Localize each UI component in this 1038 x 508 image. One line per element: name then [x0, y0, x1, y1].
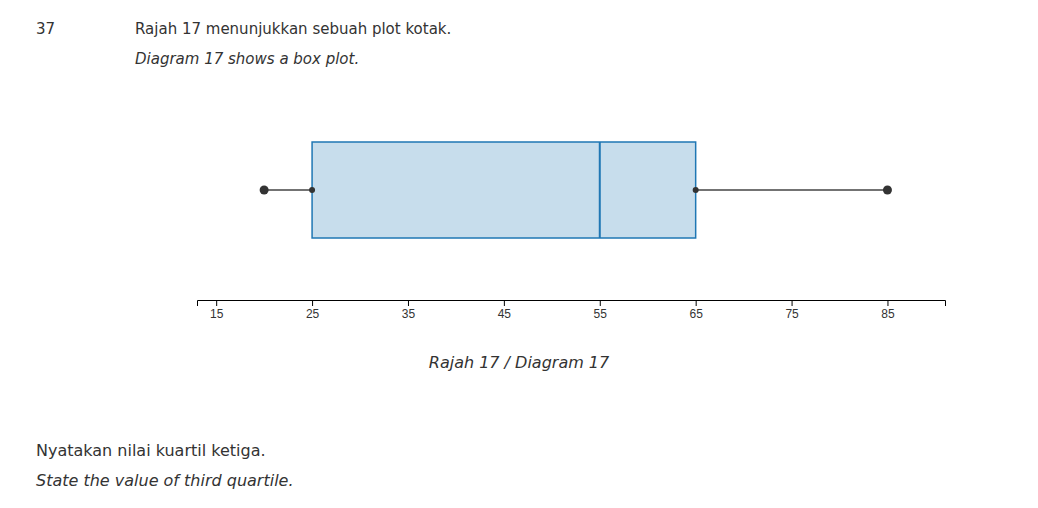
tick-mark: [216, 300, 217, 306]
tick-label: 65: [689, 307, 703, 321]
tick-label: 25: [306, 307, 320, 321]
box-plot: [260, 142, 892, 238]
tick-label: 35: [402, 307, 416, 321]
question-number: 37: [36, 20, 55, 38]
tick-label: 55: [594, 307, 608, 321]
whisker: [264, 189, 312, 191]
tick-label: 15: [210, 307, 224, 321]
tick-mark: [600, 300, 601, 306]
whisker: [696, 189, 888, 191]
tick: 65: [689, 300, 703, 321]
q3-dot: [693, 187, 699, 193]
tick-mark: [504, 300, 505, 306]
tick-label: 75: [785, 307, 799, 321]
median: [599, 142, 601, 238]
tick-mark: [312, 300, 313, 306]
caption: Rajah 17 / Diagram 17: [429, 353, 610, 372]
box: [312, 142, 696, 238]
tick-label: 45: [498, 307, 512, 321]
max-dot: [883, 186, 892, 195]
subtitle: Diagram 17 shows a box plot.: [135, 50, 359, 68]
question-text: Nyatakan nilai kuartil ketiga.: [36, 441, 266, 460]
tick: 75: [785, 300, 799, 321]
min-dot: [260, 186, 269, 195]
tick: 45: [498, 300, 512, 321]
chart: 37 Rajah 17 menunjukkan sebuah plot kotak…: [0, 0, 1038, 508]
tick: 15: [210, 300, 224, 321]
tick: 85: [881, 300, 895, 321]
tick-mark: [792, 300, 793, 306]
tick-mark: [887, 300, 888, 306]
tick: 25: [306, 300, 320, 321]
tick-mark: [408, 300, 409, 306]
tick-mark: [696, 300, 697, 306]
axis-line: [198, 301, 946, 307]
tick: 55: [594, 300, 608, 321]
x-axis: 15 25 35 45 55 65 75 85: [198, 300, 946, 321]
tick: 35: [402, 300, 416, 321]
q1-dot: [309, 187, 315, 193]
question-text: State the value of third quartile.: [36, 471, 294, 490]
title: Rajah 17 menunjukkan sebuah plot kotak.: [135, 20, 451, 38]
tick-label: 85: [881, 307, 895, 321]
